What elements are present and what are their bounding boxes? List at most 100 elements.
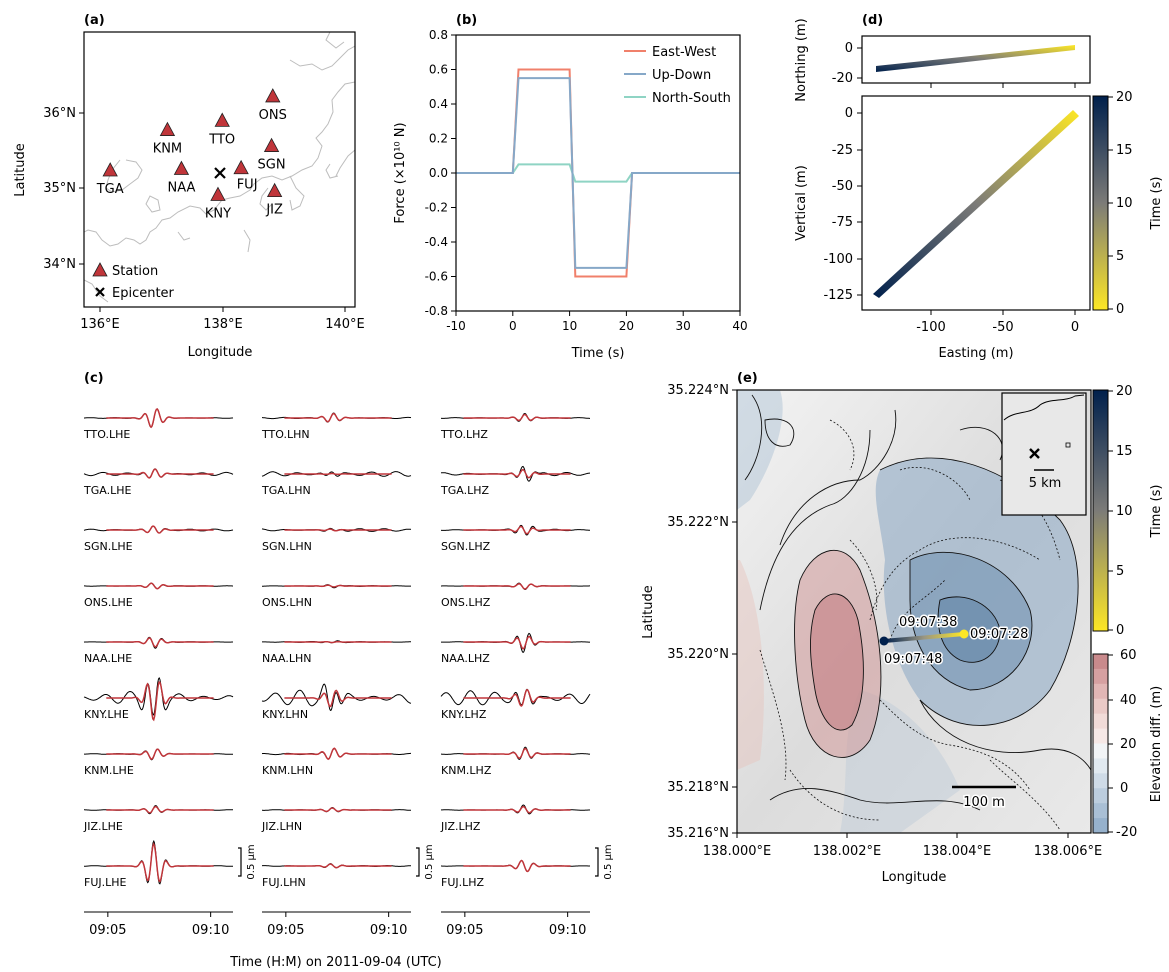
legend-station-label: Station <box>112 264 158 279</box>
station-label: TGA <box>96 182 124 197</box>
synthetic-trace <box>284 412 392 423</box>
e-tcbar-tick: 20 <box>1116 384 1133 399</box>
synthetic-trace <box>284 472 392 476</box>
synthetic-trace <box>106 748 214 760</box>
station-label: KNM <box>153 142 182 157</box>
panel-e-frame <box>736 389 1092 834</box>
b-ytick: 0.4 <box>429 97 448 111</box>
d-ytick: -50 <box>832 179 853 194</box>
c-xtick: 09:05 <box>267 923 304 938</box>
trace-label: KNY.LHE <box>84 708 129 721</box>
d-colorbar <box>1092 95 1109 311</box>
trace-label: TGA.LHE <box>83 484 131 497</box>
synthetic-trace <box>463 413 571 422</box>
c-scale-label: 0.5 μm <box>603 844 614 879</box>
a-xlabel: Longitude <box>188 345 253 360</box>
d-ytick: -125 <box>823 288 853 303</box>
d-cbar-tick: 0 <box>1116 302 1124 317</box>
elev-band <box>1093 803 1108 819</box>
trace-label: NAA.LHE <box>84 652 132 665</box>
d-top-frame <box>861 35 1091 84</box>
panel-b-ticks <box>451 34 741 316</box>
synthetic-trace <box>463 747 571 759</box>
c-xtick: 09:10 <box>549 923 586 938</box>
trace-label: KNM.LHE <box>84 764 134 777</box>
e-ytick: 35.220°N <box>667 647 729 662</box>
station-marker <box>265 88 281 103</box>
d-main-frame <box>861 95 1091 311</box>
b-ytick: -0.6 <box>425 270 448 284</box>
elev-band <box>1093 788 1108 804</box>
d-ytick: -25 <box>832 143 853 158</box>
d-cbar-tick: 20 <box>1116 90 1133 105</box>
trace-label: TTO.LHZ <box>440 428 488 441</box>
trace-label: FUJ.LHE <box>84 876 127 889</box>
synthetic-trace <box>106 805 214 814</box>
trace-label: SGN.LHN <box>262 540 312 553</box>
d-ytick: 0 <box>845 106 853 121</box>
synthetic-trace <box>284 528 392 532</box>
legend-epicenter-marker <box>95 287 105 297</box>
e-ecbar-tick: -20 <box>1116 825 1137 840</box>
station-marker <box>102 162 118 177</box>
panel-a-ticks <box>79 112 346 312</box>
trace-label: KNY.LHZ <box>441 708 487 721</box>
station-marker <box>210 186 226 201</box>
trace-label: ONS.LHZ <box>441 596 491 609</box>
elev-band <box>1093 654 1108 670</box>
b-ytick: 0.6 <box>429 63 448 77</box>
synthetic-trace <box>106 681 214 722</box>
synthetic-trace <box>284 863 392 869</box>
e-ylabel: Latitude <box>641 585 656 639</box>
panel-c-label: (c) <box>84 371 104 386</box>
elev-band <box>1093 713 1108 730</box>
trace-label: KNY.LHN <box>262 708 308 721</box>
trace-label: SGN.LHE <box>84 540 133 553</box>
stations: ONS TTO KNM SGN TGA NAA FUJ KNY JIZ <box>96 88 287 221</box>
b-legend: East-West Up-Down North-South <box>624 45 731 106</box>
d-top-track <box>876 45 1075 72</box>
e-ytick: 35.224°N <box>667 383 729 398</box>
b-xtick: -10 <box>446 319 466 333</box>
trace-label: ONS.LHN <box>262 596 312 609</box>
synthetic-trace <box>463 635 571 650</box>
trace-label: TGA.LHN <box>261 484 311 497</box>
station-marker <box>263 137 280 152</box>
b-xtick: 30 <box>676 319 691 333</box>
synthetic-trace <box>106 582 214 590</box>
c-scale-label: 0.5 μm <box>424 844 435 879</box>
force-lines <box>456 68 740 278</box>
b-xtick: 10 <box>562 319 577 333</box>
trace-label: KNM.LHZ <box>441 764 492 777</box>
c-xtick: 09:10 <box>192 923 229 938</box>
d-cbar-label: Time (s) <box>1149 177 1164 231</box>
panel-b: (b) -0.8 -0.6 -0.4 -0.2 0.0 0.2 0.4 0.6 0.8 -10 0… <box>393 13 748 361</box>
panel-a-legend: Station Epicenter <box>92 262 175 301</box>
d-ylabel: Vertical (m) <box>794 165 809 241</box>
synthetic-trace <box>463 468 571 479</box>
e-xtick: 138.006°E <box>1034 844 1102 859</box>
trace-label: ONS.LHE <box>84 596 133 609</box>
trace-label: TTO.LHE <box>83 428 130 441</box>
e-ecbar-tick: 20 <box>1120 737 1137 752</box>
e-xtick: 138.000°E <box>703 844 771 859</box>
panel-a: (a) ONS TTO KNM SGN TGA NAA FUJ KNY JIZ Station … <box>13 13 365 360</box>
e-time-colorbar <box>1092 389 1109 632</box>
c-xtick: 09:05 <box>446 923 483 938</box>
waveform-traces: TTO.LHE TGA.LHE SGN.LHE ONS.LHE NAA.LHE KNY.L… <box>83 408 591 889</box>
elev-band <box>1093 698 1108 715</box>
b-ytick: -0.4 <box>425 235 448 249</box>
e-scalebar-label: 100 m <box>963 795 1005 810</box>
synthetic-trace <box>463 688 571 707</box>
e-ecbar-tick: 60 <box>1120 648 1137 663</box>
synthetic-trace <box>106 637 214 648</box>
e-annot-t3: 09:07:48 <box>884 652 942 667</box>
synthetic-trace <box>106 842 214 883</box>
trace-label: JIZ.LHE <box>83 820 123 833</box>
synthetic-trace <box>284 689 392 708</box>
e-tcbar-label: Time (s) <box>1149 485 1164 539</box>
trace-label: SGN.LHZ <box>441 540 491 553</box>
b-ytick: -0.8 <box>425 304 448 318</box>
d-xtick: 0 <box>1071 320 1079 335</box>
e-annot-t1: 09:07:38 <box>899 615 957 630</box>
